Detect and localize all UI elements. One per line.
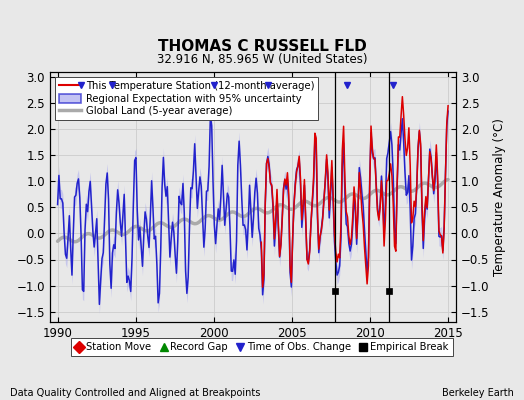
Text: 32.916 N, 85.965 W (United States): 32.916 N, 85.965 W (United States) [157,53,367,66]
Text: THOMAS C RUSSELL FLD: THOMAS C RUSSELL FLD [158,39,366,54]
Text: Berkeley Earth: Berkeley Earth [442,388,514,398]
Legend: Station Move, Record Gap, Time of Obs. Change, Empirical Break: Station Move, Record Gap, Time of Obs. C… [71,338,453,356]
Y-axis label: Temperature Anomaly (°C): Temperature Anomaly (°C) [494,118,506,276]
Legend: This Temperature Station (12-month average), Regional Expectation with 95% uncer: This Temperature Station (12-month avera… [55,77,318,120]
Text: Data Quality Controlled and Aligned at Breakpoints: Data Quality Controlled and Aligned at B… [10,388,261,398]
